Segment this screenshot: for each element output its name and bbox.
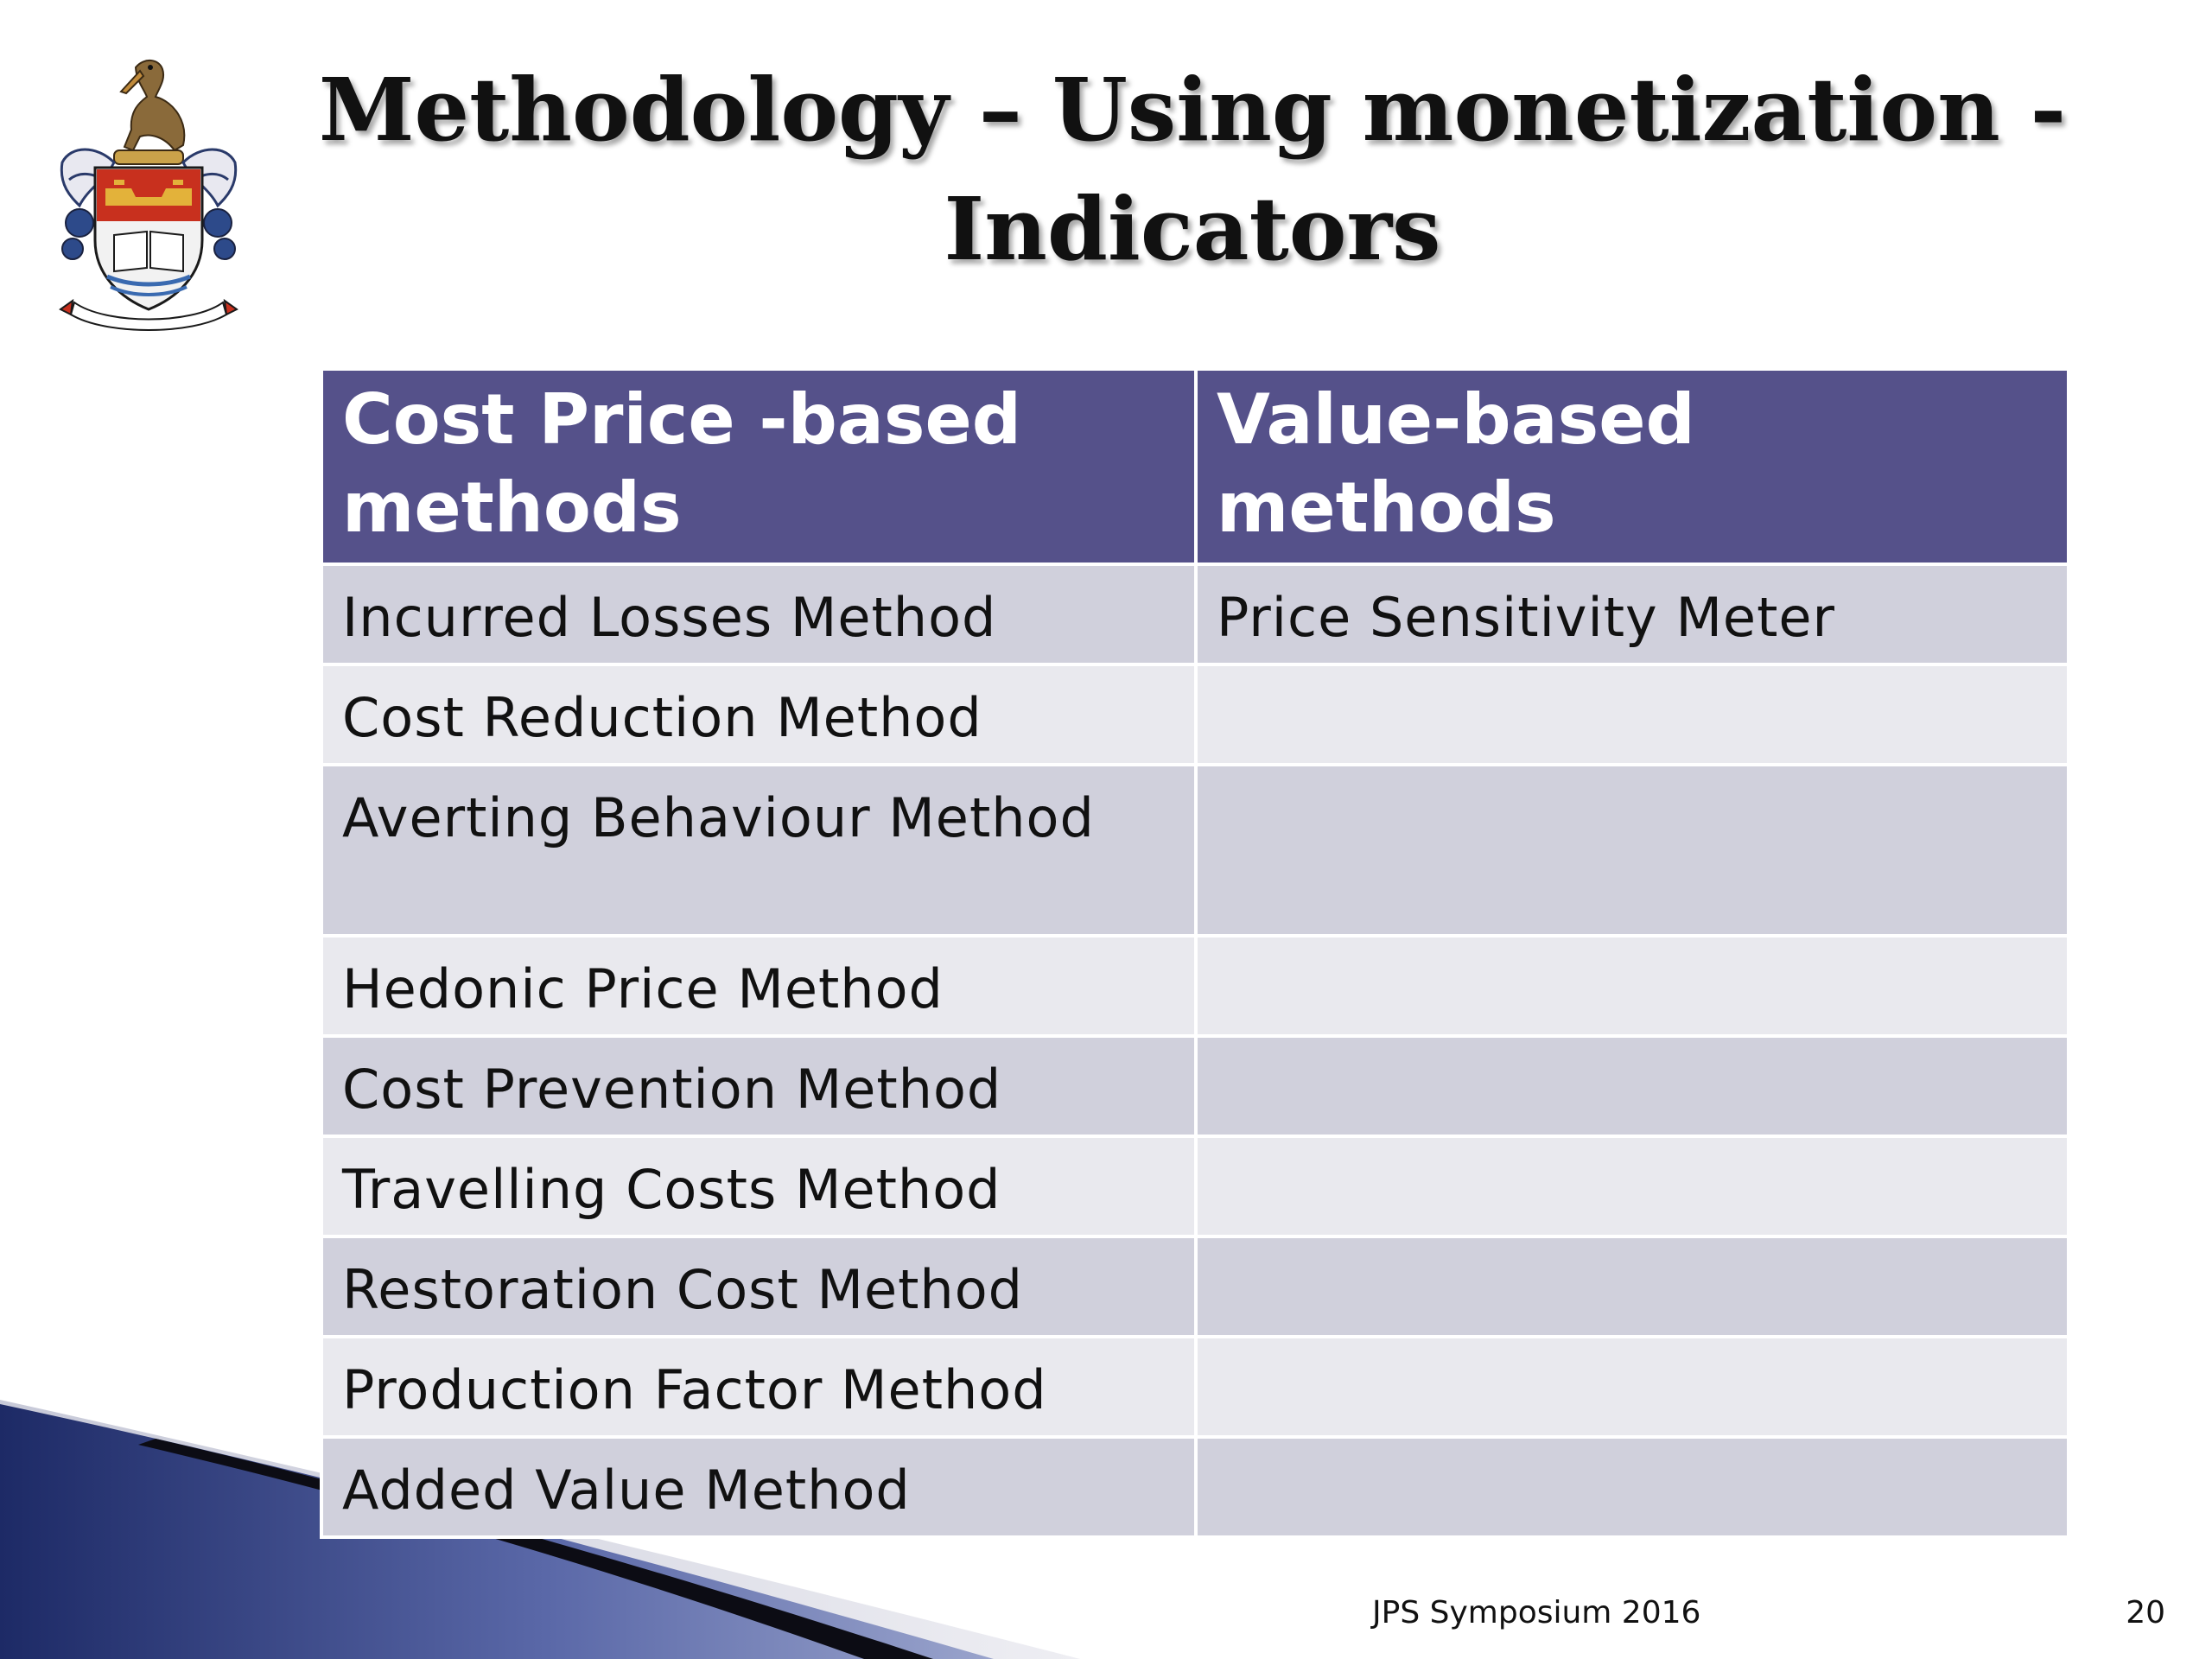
table-row: Production Factor Method: [320, 1335, 2070, 1439]
value-method-cell: [1194, 1034, 2070, 1138]
value-method-cell: [1194, 1335, 2070, 1439]
page-number: 20: [2126, 1595, 2165, 1630]
cost-method-cell: Production Factor Method: [320, 1335, 1198, 1439]
slide-title-line-2: Indicators: [944, 178, 1441, 280]
methods-table: Cost Price -based methods Value-based me…: [320, 367, 2070, 1539]
table-row: Cost Prevention Method: [320, 1034, 2070, 1138]
header-cost-price-methods: Cost Price -based methods: [320, 367, 1198, 566]
cost-method-cell: Restoration Cost Method: [320, 1235, 1198, 1338]
table-row: Cost Reduction Method: [320, 663, 2070, 766]
value-method-cell: [1194, 934, 2070, 1038]
header-value-based-methods: Value-based methods: [1194, 367, 2070, 566]
cost-method-cell: Incurred Losses Method: [320, 563, 1198, 666]
value-method-cell: [1194, 1235, 2070, 1338]
cost-method-cell: Cost Prevention Method: [320, 1034, 1198, 1138]
cost-method-cell: Averting Behaviour Method: [320, 763, 1198, 938]
university-coat-of-arms-icon: [59, 60, 238, 331]
value-method-cell: [1194, 1135, 2070, 1238]
cost-method-cell: Hedonic Price Method: [320, 934, 1198, 1038]
value-method-cell: [1194, 663, 2070, 766]
table-row: Incurred Losses Method Price Sensitivity…: [320, 563, 2070, 666]
slide-title: Methodology – Using monetization - Indic…: [285, 50, 2100, 289]
table-row: Added Value Method: [320, 1435, 2070, 1539]
table-row: Averting Behaviour Method: [320, 763, 2070, 938]
value-method-cell: Price Sensitivity Meter: [1194, 563, 2070, 666]
value-method-cell: [1194, 763, 2070, 938]
value-method-cell: [1194, 1435, 2070, 1539]
cost-method-cell: Cost Reduction Method: [320, 663, 1198, 766]
slide-title-line-1: Methodology – Using monetization -: [318, 59, 2067, 161]
table-row: Travelling Costs Method: [320, 1135, 2070, 1238]
cost-method-cell: Travelling Costs Method: [320, 1135, 1198, 1238]
table-row: Restoration Cost Method: [320, 1235, 2070, 1338]
footer-text: JPS Symposium 2016: [1372, 1595, 1701, 1630]
table-row: Hedonic Price Method: [320, 934, 2070, 1038]
table-header-row: Cost Price -based methods Value-based me…: [320, 367, 2070, 566]
cost-method-cell: Added Value Method: [320, 1435, 1198, 1539]
